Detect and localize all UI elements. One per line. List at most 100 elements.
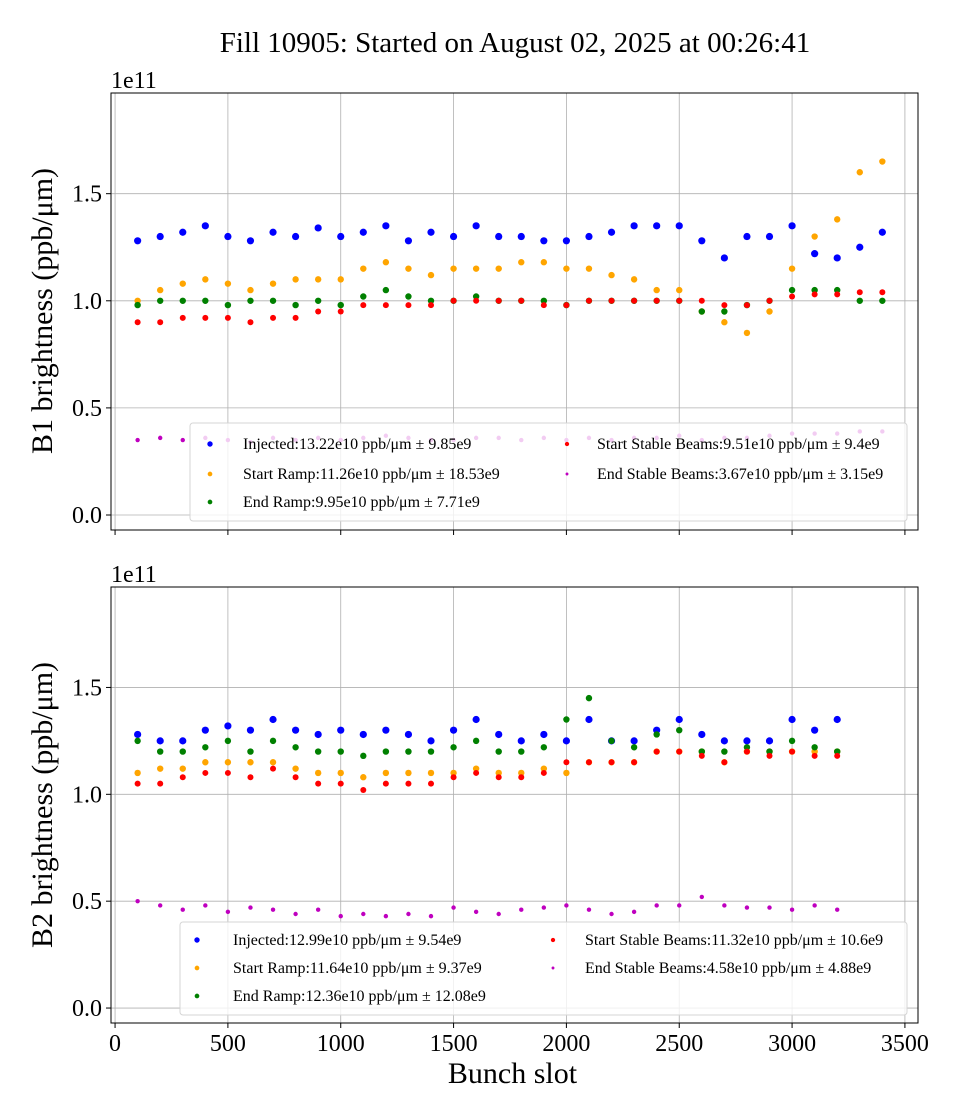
data-point: [630, 222, 638, 230]
data-point: [156, 737, 164, 745]
data-point: [835, 907, 840, 912]
data-point: [382, 780, 389, 787]
data-point: [698, 237, 706, 245]
data-point: [135, 898, 140, 904]
data-point: [495, 232, 503, 241]
data-point: [269, 759, 277, 766]
y-tick-label: 0.0: [72, 503, 102, 529]
data-point: [314, 224, 322, 232]
legend-marker: [550, 937, 556, 943]
data-point: [337, 276, 344, 283]
data-point: [156, 748, 164, 755]
data-point: [246, 726, 255, 734]
data-point: [156, 297, 164, 304]
data-point: [653, 748, 660, 755]
data-point: [788, 265, 796, 272]
data-point: [676, 286, 683, 294]
data-point: [878, 228, 886, 236]
data-point: [563, 302, 570, 309]
data-point: [180, 907, 185, 912]
data-point: [472, 293, 480, 300]
data-point: [631, 909, 637, 915]
data-point: [360, 302, 367, 309]
data-point: [540, 769, 547, 776]
data-point: [698, 730, 706, 739]
data-point: [585, 759, 592, 766]
data-point: [314, 748, 322, 755]
data-point: [202, 744, 209, 751]
data-point: [766, 748, 773, 755]
legend-label: End Ramp:12.36e10 ppb/μm ± 12.08e9: [233, 988, 486, 1005]
x-tick-label: 3500: [881, 1031, 929, 1057]
data-point: [405, 293, 412, 300]
data-point: [495, 748, 502, 755]
data-point: [789, 293, 796, 300]
data-point: [540, 730, 548, 739]
data-point: [811, 291, 818, 298]
data-point: [427, 769, 435, 777]
data-point: [450, 744, 457, 751]
data-point: [518, 769, 525, 777]
data-point: [247, 319, 254, 326]
data-point: [720, 737, 728, 745]
data-point: [314, 730, 322, 739]
data-point: [585, 715, 593, 724]
data-point: [495, 297, 502, 304]
data-point: [743, 737, 751, 745]
legend: Injected:13.22e10 ppb/μm ± 9.85e9 Start R…: [189, 422, 908, 522]
data-point: [427, 737, 435, 745]
data-point: [562, 737, 571, 745]
data-point: [450, 769, 457, 777]
series-4: [134, 289, 886, 326]
legend-label: Start Ramp:11.26e10 ppb/μm ± 18.53e9: [243, 466, 500, 483]
data-point: [699, 894, 705, 900]
data-point: [135, 437, 140, 443]
data-point: [224, 280, 232, 287]
data-point: [540, 744, 548, 751]
data-point: [269, 715, 277, 724]
data-point: [450, 297, 457, 304]
data-point: [428, 302, 435, 309]
data-point: [203, 903, 208, 908]
data-point: [405, 265, 412, 272]
data-point: [315, 907, 321, 912]
data-point: [608, 759, 615, 766]
data-point: [134, 730, 142, 739]
data-point: [495, 265, 502, 272]
legend-label: Injected:12.99e10 ppb/μm ± 9.54e9: [233, 932, 461, 949]
data-point: [585, 694, 593, 702]
data-point: [653, 297, 660, 304]
data-point: [405, 780, 412, 787]
data-point: [404, 237, 413, 245]
x-tick-label: 1500: [430, 1031, 478, 1057]
data-point: [292, 774, 299, 781]
data-point: [315, 780, 322, 787]
data-point: [134, 737, 141, 745]
data-point: [495, 769, 502, 777]
y-offset-label: 1e11: [111, 562, 157, 588]
x-tick-label: 2000: [542, 1031, 590, 1057]
data-point: [450, 774, 457, 781]
data-point: [631, 759, 638, 766]
legend-box: [189, 422, 908, 522]
data-point: [179, 297, 186, 304]
data-point: [428, 913, 434, 919]
data-point: [766, 297, 773, 304]
data-point: [405, 748, 412, 755]
data-point: [879, 297, 886, 304]
data-point: [314, 297, 322, 304]
data-point: [292, 276, 299, 283]
data-point: [744, 905, 750, 910]
data-point: [179, 280, 186, 287]
data-point: [224, 301, 232, 309]
series-3: [134, 694, 841, 760]
data-point: [540, 259, 548, 266]
data-point: [314, 276, 322, 283]
data-point: [134, 319, 141, 326]
legend-label: Injected:13.22e10 ppb/μm ± 9.85e9: [243, 436, 471, 453]
data-point: [608, 297, 615, 304]
data-point: [856, 243, 864, 251]
data-point: [315, 308, 322, 315]
x-tick-label: 3000: [768, 1031, 816, 1057]
data-point: [270, 907, 276, 912]
